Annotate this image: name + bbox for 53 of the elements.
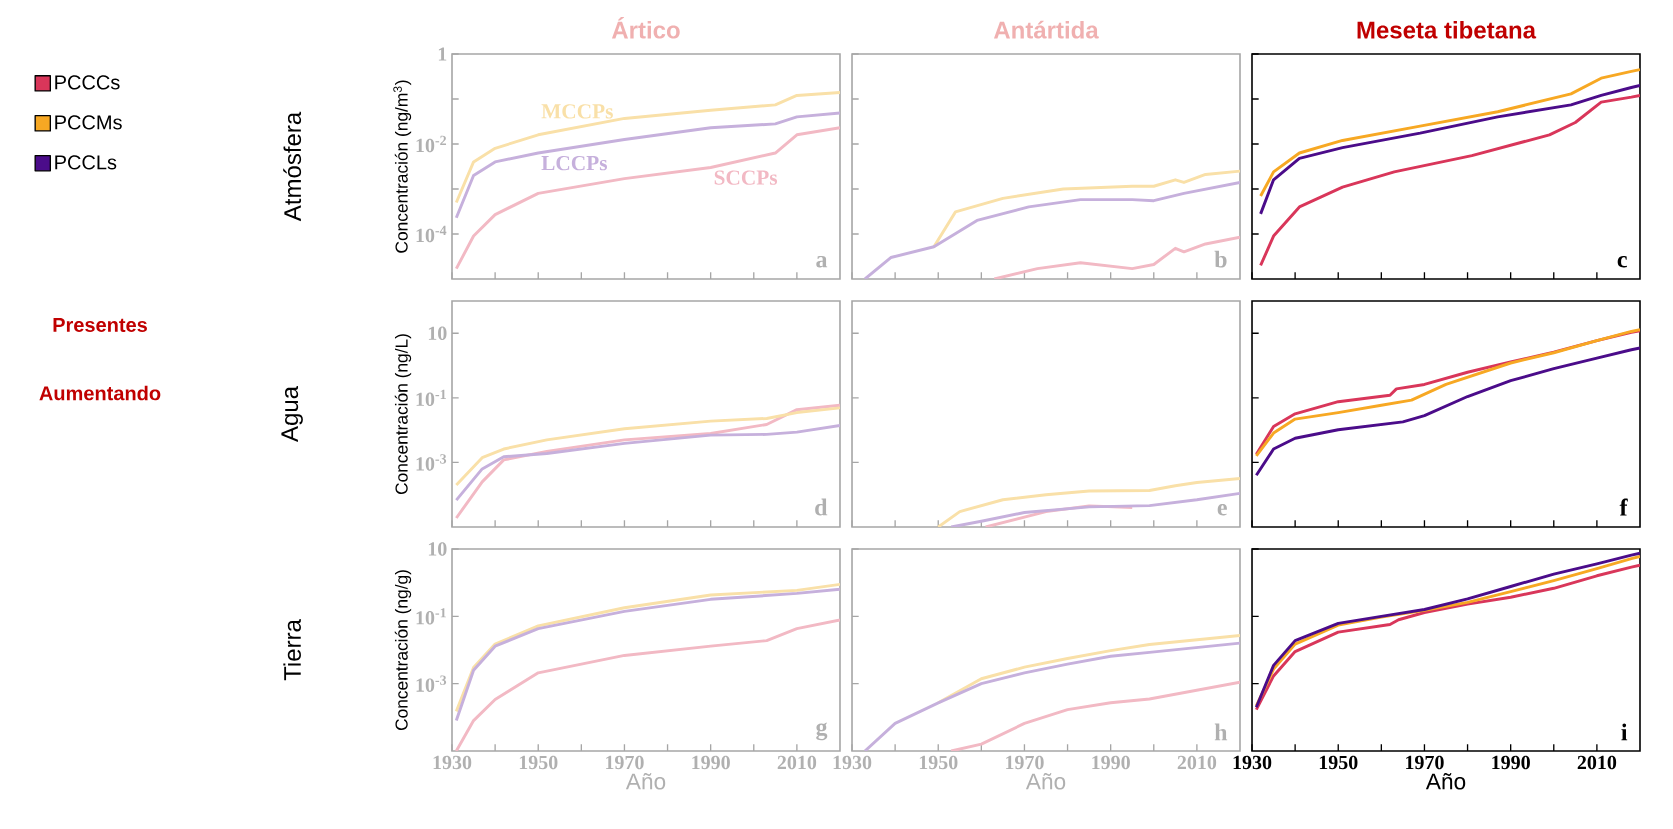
x-tick-label: 1970 xyxy=(1006,755,1044,770)
y-tick-label: 10 xyxy=(428,326,447,341)
x-tick-label: 1990 xyxy=(1492,755,1530,770)
x-tick-label: 2010 xyxy=(1577,755,1617,770)
annotation: f xyxy=(1619,498,1628,516)
y-tick-label: 10 xyxy=(428,542,447,556)
series-label: LCCPs xyxy=(541,155,608,171)
legend-label: PCCMs xyxy=(55,115,122,130)
text: Tierra xyxy=(283,619,301,681)
y-tick-label: 1 xyxy=(438,47,447,61)
y-axis-title: Concentración (ng/g) xyxy=(394,570,412,731)
annotation: g xyxy=(816,722,828,741)
y-axis-title: Concentración (ng/m$^{3}$) xyxy=(393,80,412,253)
annotation: e xyxy=(1217,503,1227,516)
y-tick-label: 10$^{-3}$ xyxy=(416,454,447,471)
legend-label: PCCLs xyxy=(55,155,117,170)
x-tick-label: 1930 xyxy=(1233,755,1272,770)
x-tick-label: 1950 xyxy=(1319,755,1358,770)
text: Atmósfera xyxy=(283,111,302,222)
x-tick-label: 1950 xyxy=(519,755,558,770)
y-tick-label: 10$^{-4}$ xyxy=(416,225,447,243)
series-label: SCCPs xyxy=(714,170,778,185)
y-tick-label: 10$^{-2}$ xyxy=(416,135,447,153)
chart-title: Antártida xyxy=(993,20,1099,39)
x-tick-label: 1950 xyxy=(919,755,958,770)
series-label: MCCPs xyxy=(541,104,613,119)
y-tick-label: 10$^{-3}$ xyxy=(416,675,447,692)
x-axis-title: Año xyxy=(625,773,666,790)
y-axis-title: Concentración (ng/L) xyxy=(394,334,412,495)
annotation: d xyxy=(815,498,828,516)
legend-label: PCCCs xyxy=(55,75,120,90)
text: Aumentando xyxy=(39,385,161,401)
x-tick-label: 1990 xyxy=(1092,755,1130,770)
x-tick-label: 1930 xyxy=(433,755,472,770)
text: Agua xyxy=(281,385,303,442)
y-tick-label: 10$^{-1}$ xyxy=(416,608,446,625)
y-tick-label: 10$^{-1}$ xyxy=(416,389,446,407)
x-tick-label: 1930 xyxy=(833,755,872,770)
chart-title: Meseta tibetana xyxy=(1357,20,1537,39)
x-tick-label: 2010 xyxy=(1177,755,1217,770)
x-tick-label: 2010 xyxy=(777,755,817,770)
annotation: b xyxy=(1214,250,1227,268)
chart-title: Ártico xyxy=(611,17,680,39)
annotation: h xyxy=(1214,723,1228,741)
annotation: a xyxy=(816,256,828,268)
x-axis-title: Año xyxy=(1025,773,1066,790)
x-axis-title: Año xyxy=(1425,773,1466,790)
x-tick-label: 1990 xyxy=(692,755,730,770)
text: Presentes xyxy=(53,318,147,332)
x-tick-label: 1970 xyxy=(1406,755,1444,770)
annotation: i xyxy=(1621,723,1628,741)
annotation: c xyxy=(1617,256,1627,268)
x-tick-label: 1970 xyxy=(606,755,644,770)
